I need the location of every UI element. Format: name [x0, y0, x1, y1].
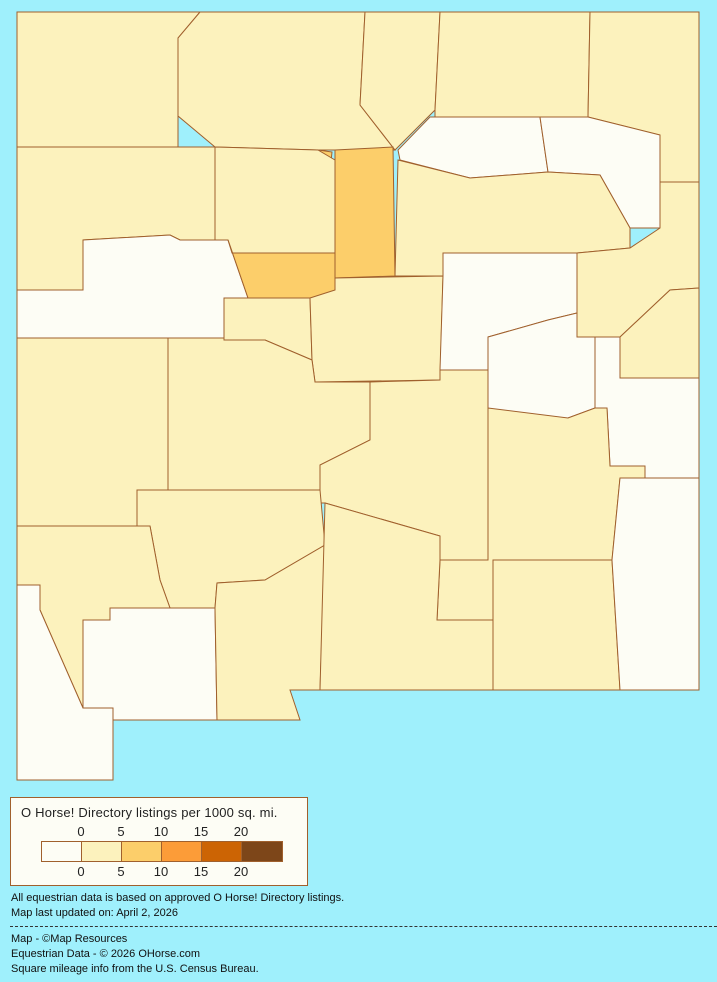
tick-label: 5	[117, 824, 125, 839]
census-credit: Square mileage info from the U.S. Census…	[11, 963, 259, 975]
legend-title: O Horse! Directory listings per 1000 sq.…	[21, 805, 278, 820]
county-region[interactable]	[611, 477, 700, 691]
data-credit: Equestrian Data - © 2026 OHorse.com	[11, 948, 201, 960]
tick-label: 0	[77, 824, 85, 839]
legend-swatch	[122, 842, 162, 861]
county-region[interactable]	[214, 146, 336, 254]
tick-label: 10	[153, 864, 169, 879]
tick-label: 5	[117, 864, 125, 879]
map-credit: Map - ©Map Resources	[11, 933, 128, 945]
county-region[interactable]	[492, 559, 621, 691]
tick-label: 0	[77, 864, 85, 879]
data-source-note: All equestrian data is based on approved…	[11, 892, 345, 904]
divider	[10, 926, 717, 927]
legend-swatch	[162, 842, 202, 861]
legend-swatch	[242, 842, 282, 861]
county-region[interactable]	[434, 11, 591, 118]
tick-label: 15	[193, 864, 209, 879]
legend-swatch	[82, 842, 122, 861]
tick-label: 20	[233, 824, 249, 839]
legend-swatch	[42, 842, 82, 861]
county-region[interactable]	[82, 607, 218, 721]
legend-color-bar	[41, 841, 283, 862]
county-region[interactable]	[334, 146, 396, 279]
tick-label: 15	[193, 824, 209, 839]
county-region[interactable]	[16, 11, 202, 148]
county-region[interactable]	[309, 275, 444, 383]
new-mexico-county-map	[16, 11, 700, 781]
tick-label: 20	[233, 864, 249, 879]
tick-label: 10	[153, 824, 169, 839]
last-updated-note: Map last updated on: April 2, 2026	[11, 907, 178, 919]
county-region[interactable]	[359, 11, 441, 151]
county-region[interactable]	[319, 502, 494, 691]
legend-swatch	[202, 842, 242, 861]
legend: O Horse! Directory listings per 1000 sq.…	[10, 797, 308, 886]
